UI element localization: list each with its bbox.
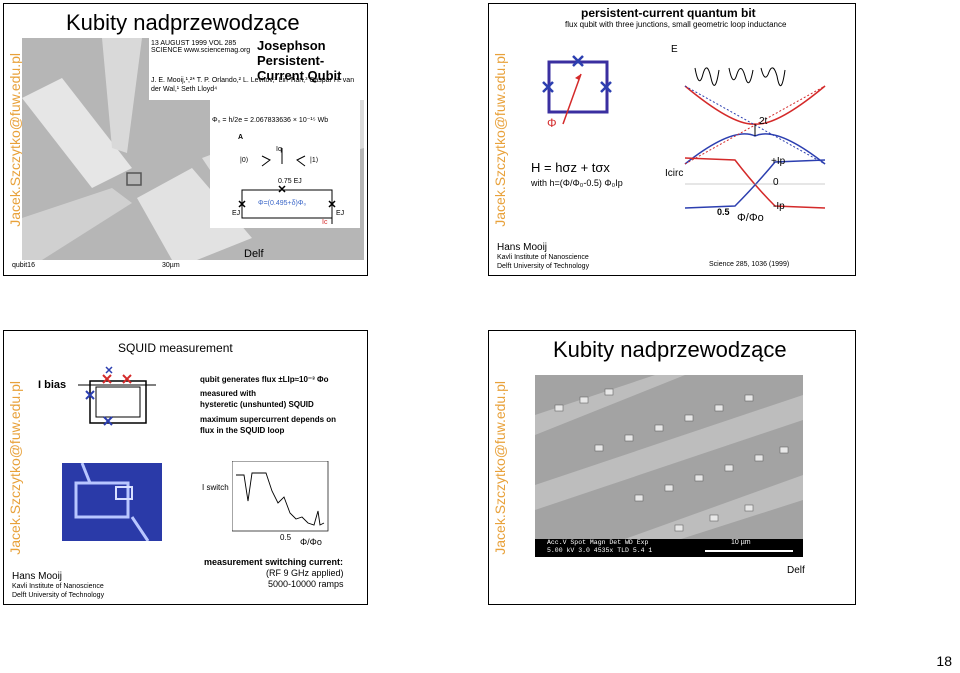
institute-2: Delft University of Technology [497, 263, 590, 270]
energy-current-plots [675, 66, 851, 226]
desc-line-2: measured with [200, 389, 257, 398]
icirc-label: Icirc [665, 168, 684, 179]
phi-label: Φ [547, 116, 557, 130]
slide-kubity-top: Jacek.Szczytko@fuw.edu.pl Kubity nadprze… [3, 3, 368, 276]
scale-bar-strip: qubit16 30µm [4, 260, 367, 275]
desc-line-1: qubit generates flux ±LIp≈10⁻³ Φo [200, 375, 329, 384]
ej-left: EJ [232, 210, 241, 217]
flux-loop-diagram [542, 55, 612, 125]
squid-sem-image [62, 462, 162, 542]
flux-quantum: Φ₀ = h/2e = 2.067833636 × 10⁻¹⁵ Wb [212, 117, 329, 124]
sem-info-bar: Acc.V Spot Magn Det WD Exp 5.00 kV 3.0 4… [535, 539, 803, 557]
hamiltonian: H = hσz + tσx [531, 160, 610, 175]
slide-title: Kubity nadprzewodzące [66, 10, 300, 35]
label-a: A [238, 134, 244, 141]
institute-1: Kavli Institute of Nanoscience [12, 583, 104, 590]
paper-date: 13 AUGUST 1999 VOL 285 SCIENCE www.scien… [151, 40, 251, 54]
ic-label: Ic [322, 219, 328, 226]
institute-2: Delft University of Technology [12, 592, 105, 599]
circuit-inset: Φ₀ = h/2e = 2.067833636 × 10⁻¹⁵ Wb A Iq … [210, 100, 360, 228]
state-1: |1⟩ [310, 157, 319, 164]
author: Hans Mooij [12, 571, 63, 582]
state-0: |0⟩ [240, 157, 249, 164]
page-number: 18 [936, 653, 952, 669]
x-tick: 0.5 [280, 533, 292, 542]
sem-scale-bar [705, 550, 793, 552]
zero-label: 0 [773, 177, 779, 188]
author: Hans Mooij [497, 242, 548, 253]
plus-ip-label: +Ip [771, 156, 786, 167]
qubit-array-sem: Acc.V Spot Magn Det WD Exp 5.00 kV 3.0 4… [535, 375, 803, 557]
ej-right: EJ [336, 210, 345, 217]
e-axis-label: E [671, 44, 678, 55]
slide-squid-measurement: Jacek.Szczytko@fuw.edu.pl SQUID measurem… [3, 330, 368, 605]
slide-title: persistent-current quantum bit [581, 6, 756, 20]
iswitch-label: I switch [202, 483, 229, 492]
switching-current-plot [232, 461, 329, 532]
desc-line-5: flux in the SQUID loop [200, 426, 285, 435]
scale-right: 30µm [162, 262, 180, 269]
sem-labels: Acc.V Spot Magn Det WD Exp [547, 539, 649, 546]
sem-scale: 10 µm [731, 539, 751, 546]
paper-authors: J. E. Mooij,¹,²* T. P. Orlando,² L. Levi… [151, 77, 355, 93]
label-iq: Iq [276, 146, 282, 153]
footer-delf: Delf [787, 565, 805, 576]
paper-title: Josephson Persistent-Current Qubit [257, 38, 342, 83]
slide-subtitle: flux qubit with three junctions, small g… [565, 20, 787, 29]
minus-ip-label: -Ip [773, 201, 785, 212]
x-axis-label: Φ/Φo [300, 537, 322, 547]
scale-left: qubit16 [12, 262, 35, 269]
footer-delf: Delf [244, 248, 264, 260]
institute-1: Kavli Institute of Nanoscience [497, 254, 589, 261]
sem-values: 5.00 kV 3.0 4535x TLD 5.4 1 [547, 547, 653, 554]
ibias-label: I bias [38, 379, 67, 391]
desc-line-3: hysteretic (unshunted) SQUID [200, 400, 314, 409]
watermark: Jacek.Szczytko@fuw.edu.pl [492, 52, 508, 227]
h-definition: with h=(Φ/Φ₀-0.5) Φ₀Ip [531, 178, 623, 188]
x-tick: 0.5 [717, 207, 730, 217]
junction-075: 0.75 EJ [278, 178, 302, 185]
slide-title: Kubity nadprzewodzące [553, 337, 787, 362]
slide-kubity-bottom: Jacek.Szczytko@fuw.edu.pl Kubity nadprze… [488, 330, 856, 605]
phi-expression: Φ=(0.495+δ)Φ₀ [258, 200, 307, 207]
slide-persistent-current: Jacek.Szczytko@fuw.edu.pl persistent-cur… [488, 3, 856, 276]
x-axis-label: Φ/Φo [737, 212, 764, 224]
desc-line-4: maximum supercurrent depends on [200, 415, 337, 424]
paper-header: 13 AUGUST 1999 VOL 285 SCIENCE www.scien… [149, 38, 364, 100]
two-t-label: 2t [759, 116, 768, 127]
squid-circuit [78, 366, 156, 426]
slide-title: SQUID measurement [118, 341, 233, 355]
circuit-diagram [238, 148, 336, 224]
measurement-line-2: (RF 9 GHz applied) [266, 568, 344, 578]
reference: Science 285, 1036 (1999) [709, 261, 790, 268]
measurement-line-1: measurement switching current: [204, 557, 344, 567]
measurement-line-3: 5000-10000 ramps [268, 579, 344, 589]
watermark: Jacek.Szczytko@fuw.edu.pl [7, 380, 23, 555]
watermark: Jacek.Szczytko@fuw.edu.pl [492, 380, 508, 555]
